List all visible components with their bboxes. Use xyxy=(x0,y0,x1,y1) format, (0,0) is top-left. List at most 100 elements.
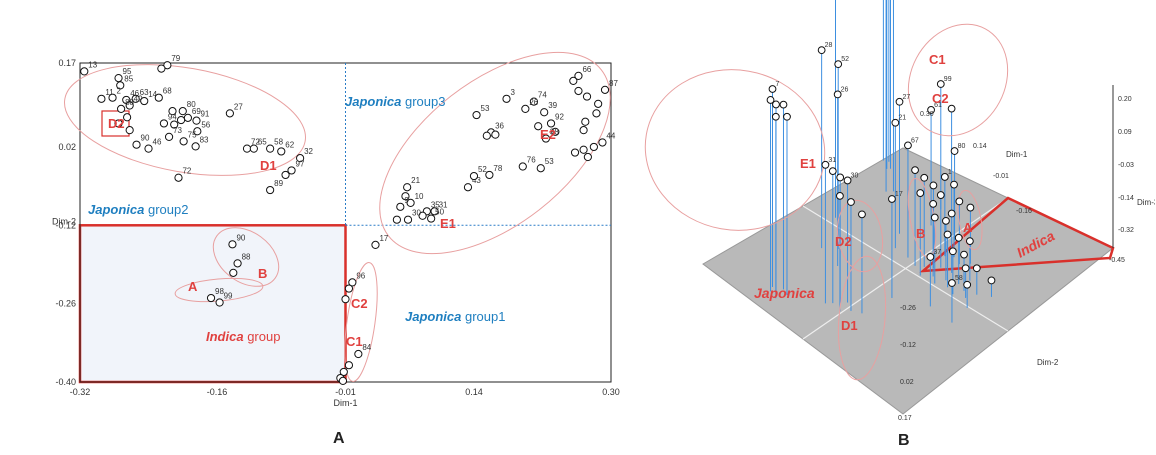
cluster-label: C2 xyxy=(932,91,949,106)
data-point xyxy=(403,215,413,224)
data-point xyxy=(125,101,134,110)
data-point xyxy=(427,214,436,223)
data-point-3d xyxy=(772,100,780,109)
chart-labels-a: -0.32 -0.16 -0.01 0.14 0.30 0.17 0.02 -0.12 -0.2… xyxy=(52,58,620,408)
point-label: 3 xyxy=(511,88,516,97)
point-label: 79 xyxy=(171,54,180,63)
point-label: 72 xyxy=(182,167,191,176)
data-point-3d xyxy=(965,237,974,246)
point-label: 50 xyxy=(435,208,444,217)
data-point xyxy=(463,183,473,192)
indica-region xyxy=(78,224,347,384)
data-point xyxy=(598,138,607,147)
point-label: 87 xyxy=(609,79,618,88)
point-label: 35 xyxy=(431,200,440,209)
point-label: 26 xyxy=(841,86,849,93)
data-point xyxy=(183,113,193,122)
data-point xyxy=(163,61,172,70)
data-point xyxy=(157,64,166,73)
point-label: 63 xyxy=(140,88,149,97)
data-point xyxy=(132,140,141,149)
cluster-label: B xyxy=(258,266,267,281)
data-point-3d xyxy=(920,173,929,182)
point-label: 30 xyxy=(851,172,859,179)
point-label: 17 xyxy=(895,191,903,198)
data-point-3d xyxy=(940,173,949,181)
panel-label-a: A xyxy=(333,430,345,447)
data-point-3d xyxy=(904,141,912,150)
data-point-3d xyxy=(947,104,956,113)
y-tick-label: 0.17 xyxy=(58,58,76,68)
cluster-label: E1 xyxy=(440,216,456,231)
point-label: 26 xyxy=(529,98,538,107)
data-point-3d xyxy=(766,96,775,104)
data-point-3d xyxy=(966,203,975,212)
point-label: 27 xyxy=(234,102,243,111)
point-label: 21 xyxy=(411,176,420,185)
data-point xyxy=(116,81,125,90)
data-point-3d xyxy=(954,233,963,242)
point-label: 13 xyxy=(88,60,97,69)
dim2-tick-label: 0.02 xyxy=(900,379,914,386)
cluster-ellipse xyxy=(837,255,887,381)
point-label: 68 xyxy=(163,87,172,96)
data-point-3d xyxy=(843,176,852,185)
cluster-ellipse xyxy=(907,23,1009,137)
data-point xyxy=(354,349,363,359)
dim1-extra-tick: 0.30 xyxy=(920,111,934,118)
point-label: 92 xyxy=(555,112,564,121)
cluster-label: D2 xyxy=(835,234,852,249)
data-point xyxy=(108,93,117,102)
x-axis-label: Dim-1 xyxy=(334,398,358,408)
data-point xyxy=(534,122,543,131)
x-tick-label: 0.14 xyxy=(465,387,483,397)
cluster-ellipses-a xyxy=(64,51,611,382)
data-point xyxy=(600,85,610,94)
y-tick-label: -0.12 xyxy=(55,220,76,230)
data-point xyxy=(341,295,350,304)
point-label: 99 xyxy=(224,292,233,301)
data-point xyxy=(574,86,583,96)
data-point xyxy=(225,109,234,118)
data-point xyxy=(131,94,140,103)
data-point xyxy=(482,131,491,140)
data-point xyxy=(170,120,179,129)
data-point xyxy=(536,164,545,173)
point-label: 62 xyxy=(285,140,294,149)
point-label: 97 xyxy=(296,159,305,168)
point-label: 66 xyxy=(582,65,591,74)
data-point-3d xyxy=(779,100,788,109)
data-point-3d xyxy=(783,112,791,121)
dim1-extra-tick: -0.16 xyxy=(1016,208,1032,215)
data-point xyxy=(430,207,439,216)
region-label: Japonica group3 xyxy=(345,94,445,109)
cluster-label: D2 xyxy=(108,116,125,131)
data-point xyxy=(592,109,601,118)
data-point xyxy=(154,93,163,102)
point-label: 27 xyxy=(902,94,910,101)
point-label: 17 xyxy=(379,234,388,243)
data-point xyxy=(344,361,354,370)
panel-label-b: B xyxy=(898,432,910,449)
data-point xyxy=(125,126,134,135)
data-point-3d xyxy=(961,264,970,273)
point-label: 58 xyxy=(274,138,283,147)
data-point xyxy=(168,107,177,116)
dim1-tick-label: -0.03 xyxy=(1118,162,1134,169)
data-point xyxy=(179,137,188,146)
data-point-3d xyxy=(960,250,968,259)
x-tick-label: -0.16 xyxy=(207,387,228,397)
data-point-3d xyxy=(936,191,945,199)
data-point-3d xyxy=(836,191,844,200)
data-point xyxy=(229,268,238,277)
data-point xyxy=(80,67,89,76)
data-point xyxy=(192,116,201,125)
point-label: 94 xyxy=(168,112,177,121)
dim3-label: Dim-3 xyxy=(1137,198,1155,207)
data-point xyxy=(338,376,348,385)
data-point xyxy=(215,298,224,307)
data-point xyxy=(403,183,412,192)
dim2-tick-label: -0.12 xyxy=(900,342,916,349)
point-label: 43 xyxy=(472,176,481,185)
